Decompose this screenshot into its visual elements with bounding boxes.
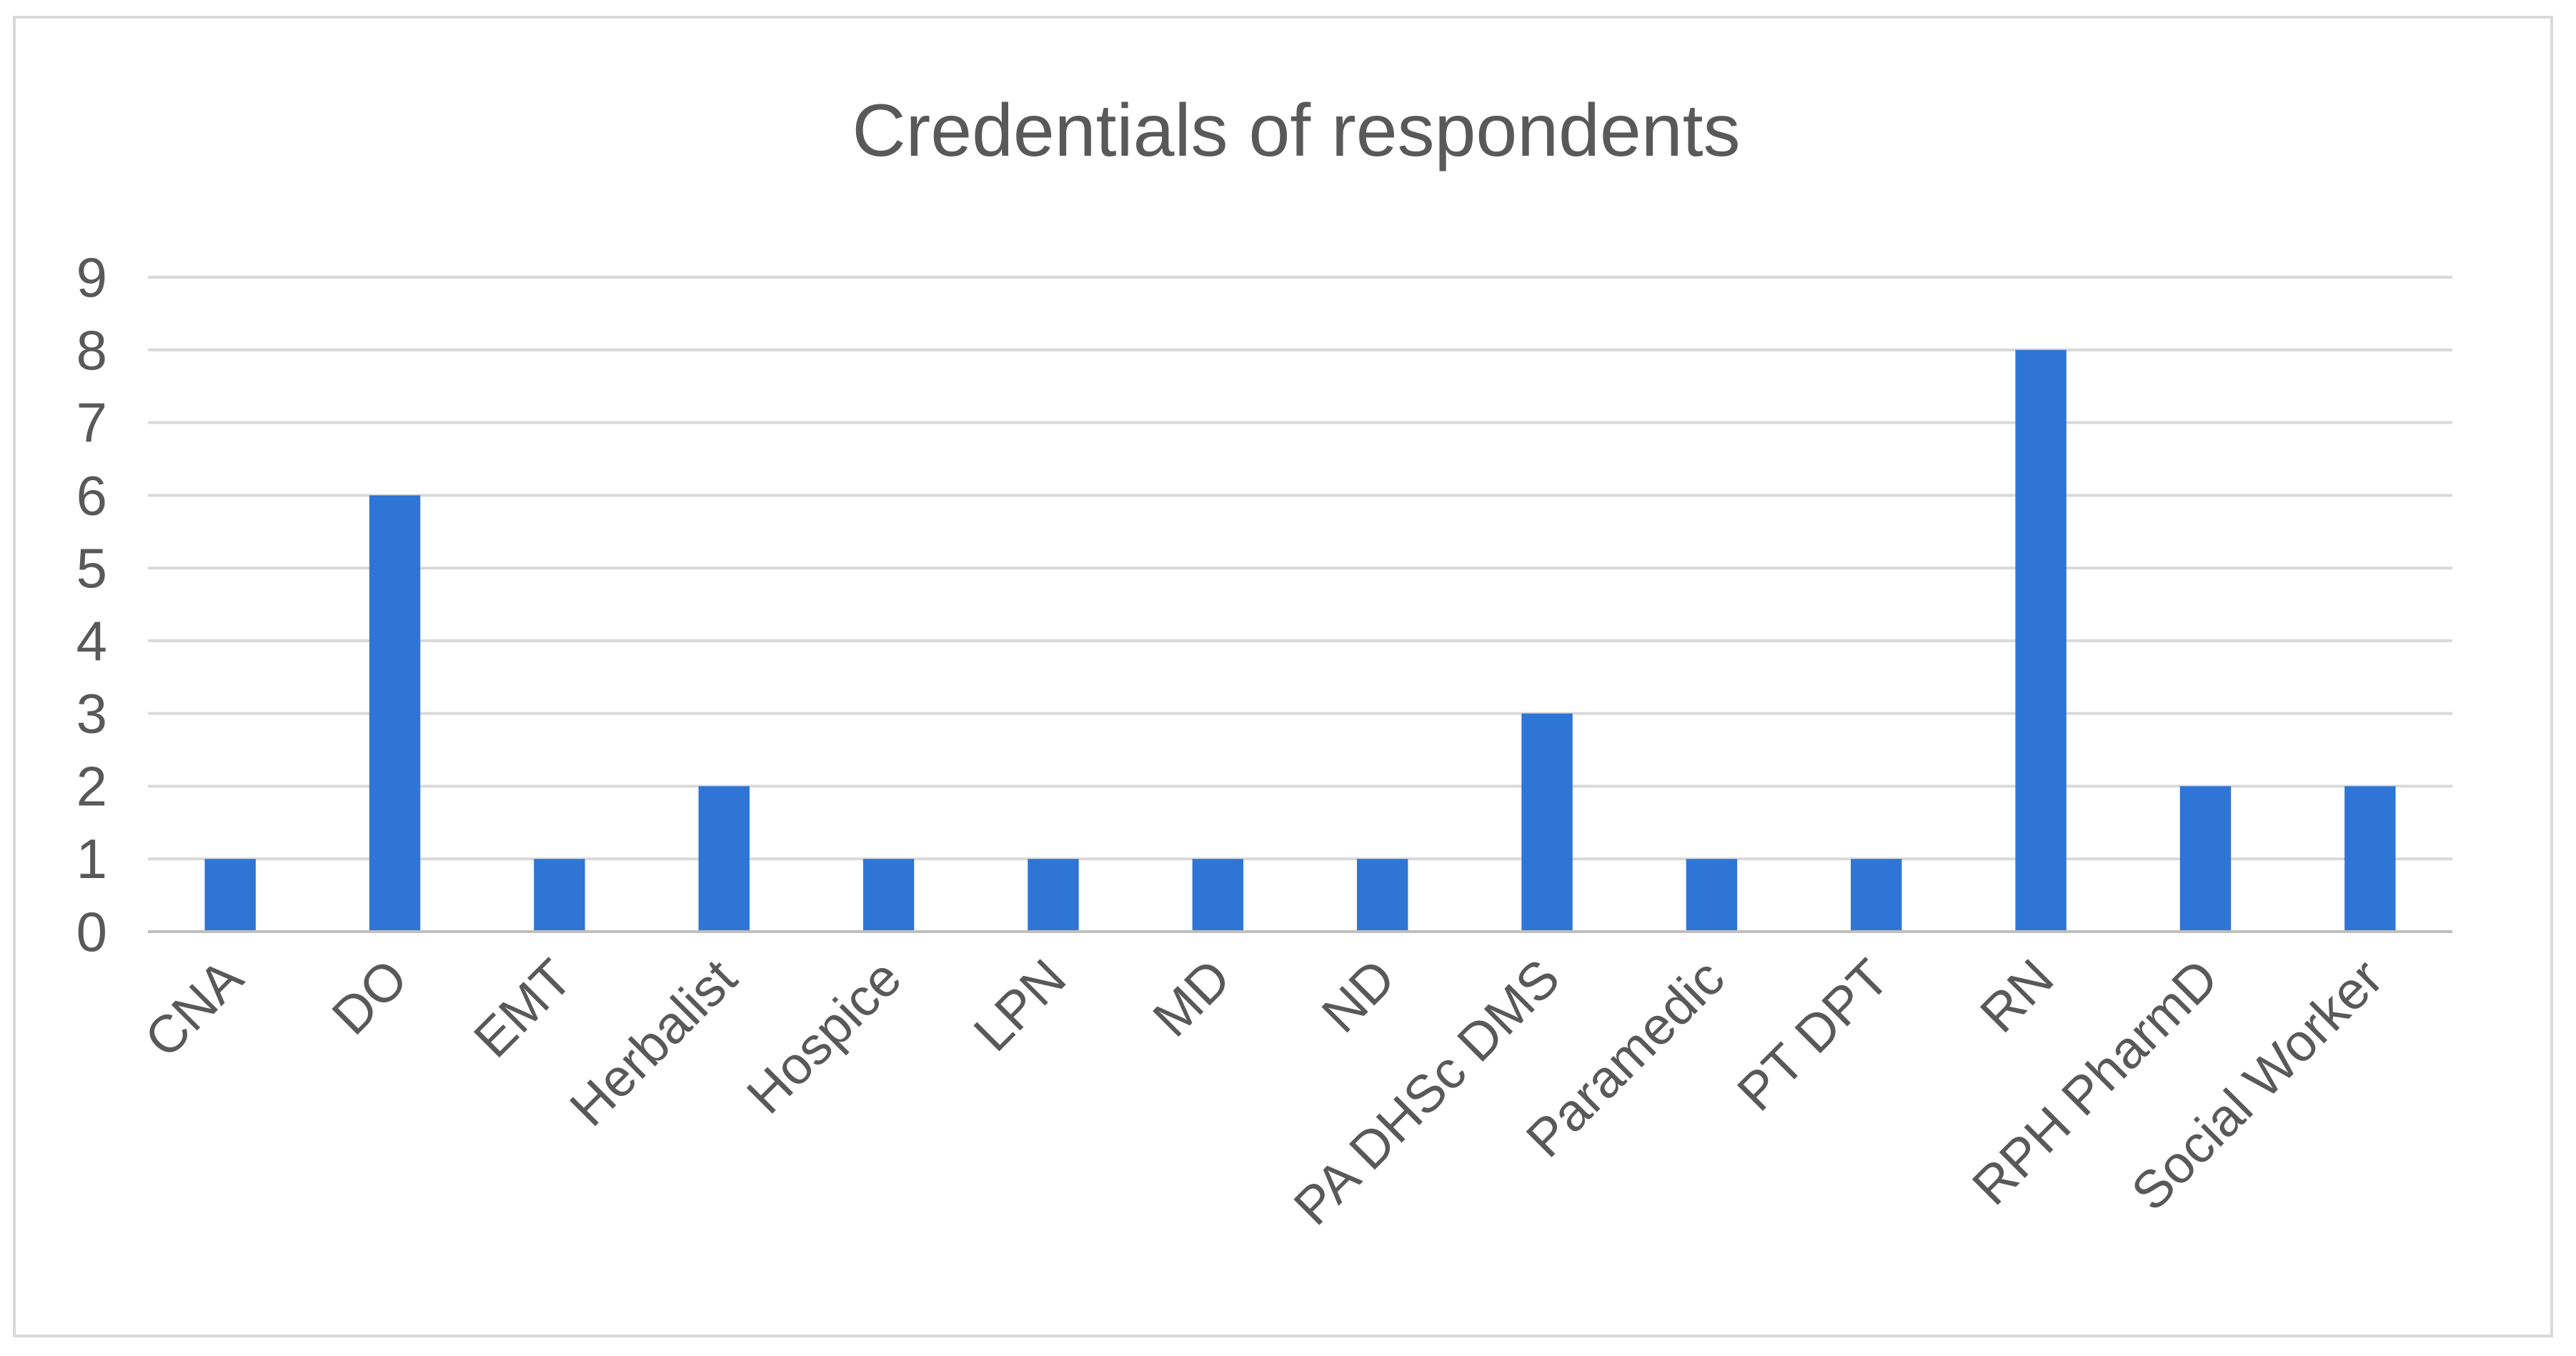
- x-tick-label: RN: [1969, 948, 2064, 1044]
- bar-hospice: [862, 859, 915, 932]
- y-tick-label: 2: [76, 754, 107, 817]
- bar-paramedic: [1686, 859, 1738, 932]
- bar-chart: Credentials of respondents 0 1 2 3 4 5 6 7 8 9 CN…: [76, 89, 2452, 1236]
- bar-rn: [2015, 349, 2067, 932]
- x-tick-label: LPN: [963, 948, 1077, 1062]
- bar-social-worker: [2344, 786, 2396, 932]
- x-tick-label: Herbalist: [558, 947, 747, 1137]
- bar-lpn: [1028, 859, 1079, 932]
- y-tick-label: 7: [76, 392, 107, 454]
- y-axis-ticks: 0 1 2 3 4 5 6 7 8 9: [76, 246, 107, 963]
- y-tick-label: 6: [76, 464, 107, 527]
- y-tick-label: 4: [76, 609, 107, 672]
- x-tick-label: EMT: [462, 948, 583, 1069]
- bar-md: [1192, 859, 1244, 932]
- y-tick-label: 8: [76, 319, 107, 382]
- x-tick-label: PT DPT: [1726, 948, 1900, 1122]
- y-tick-label: 9: [76, 246, 107, 309]
- chart-frame: Credentials of respondents 0 1 2 3 4 5 6 7 8 9 CN…: [13, 16, 2553, 1337]
- x-tick-label: Hospice: [735, 948, 912, 1125]
- bar-emt: [534, 859, 585, 932]
- bar-cna: [204, 859, 256, 932]
- chart-title: Credentials of respondents: [852, 89, 1741, 172]
- bars: [204, 349, 2396, 932]
- y-tick-label: 3: [76, 682, 107, 745]
- x-tick-label: CNA: [133, 947, 254, 1069]
- x-tick-label: MD: [1142, 948, 1242, 1048]
- y-tick-label: 1: [76, 827, 107, 890]
- bar-pt-dpt: [1851, 859, 1902, 932]
- y-tick-label: 0: [76, 900, 107, 963]
- gridlines: [148, 276, 2452, 861]
- bar-herbalist: [698, 786, 750, 932]
- bar-do: [369, 495, 421, 932]
- y-tick-label: 5: [76, 537, 107, 599]
- x-tick-label: ND: [1311, 948, 1406, 1044]
- bar-rph-pharmd: [2179, 786, 2232, 932]
- bar-pa-dhsc-dms: [1521, 713, 1573, 932]
- bar-nd: [1356, 859, 1408, 932]
- x-tick-label: DO: [321, 948, 419, 1046]
